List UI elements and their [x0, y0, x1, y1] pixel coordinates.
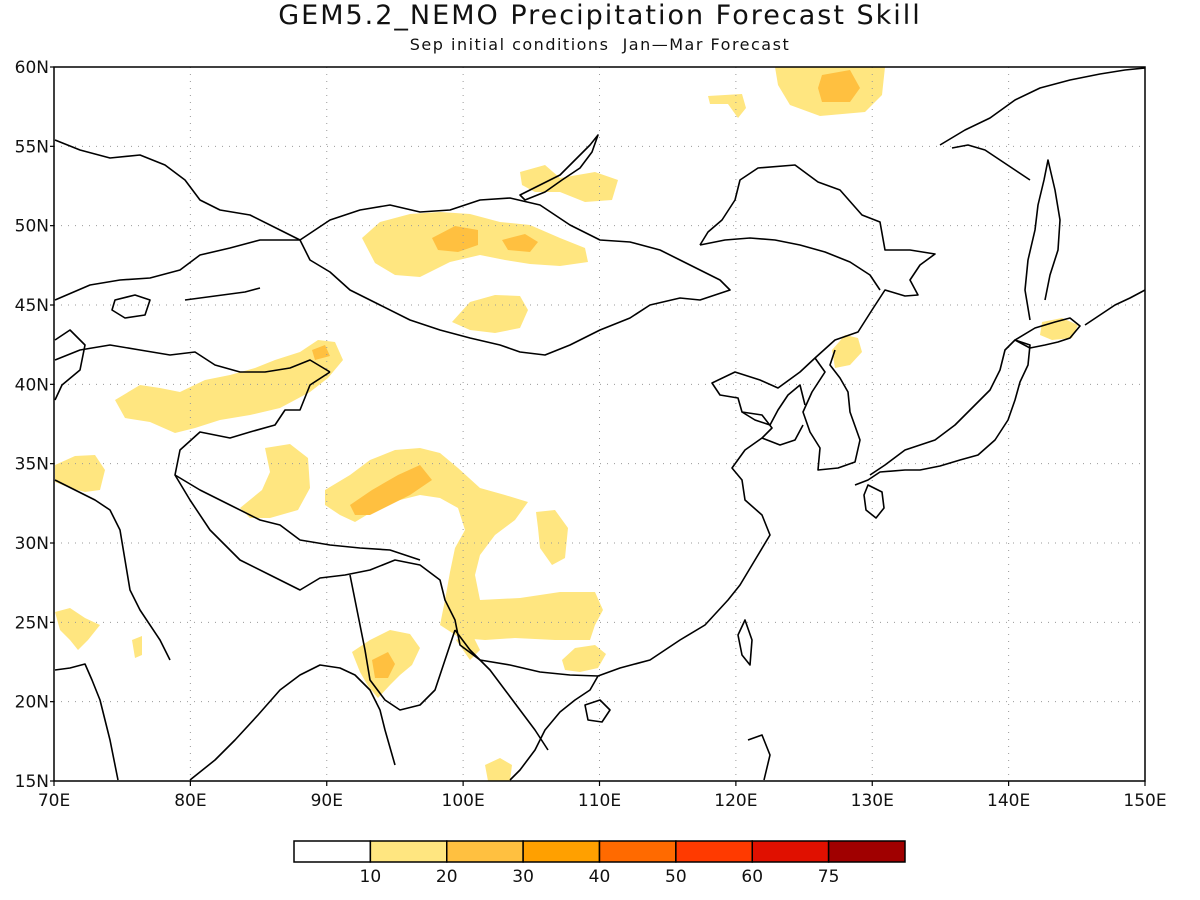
- colorbar: 10 20 30 40 50 60 75: [293, 840, 906, 887]
- coastline-japan: [854, 339, 1031, 486]
- skill-region-mongolia-west-core1: [432, 226, 478, 252]
- lon-tick-label: 120E: [714, 791, 757, 811]
- colorbar-swatch: [598, 840, 677, 863]
- colorbar-swatch: [446, 840, 524, 863]
- colorbar-label: 50: [665, 867, 687, 887]
- coastline-kamchatka-okhotsk: [939, 67, 1146, 146]
- border-russia-china-ne: [699, 237, 881, 291]
- coastline-balkhash: [184, 287, 261, 301]
- colorbar-label: 60: [741, 867, 763, 887]
- lat-tick-label: 50N: [15, 217, 49, 237]
- lat-tick-label: 15N: [15, 772, 49, 792]
- coastline-bohai: [741, 384, 806, 426]
- skill-region-mongolia-west-core2: [502, 234, 538, 252]
- colorbar-label: 30: [512, 867, 534, 887]
- coastline-aral: [111, 294, 151, 319]
- border-laos-vietnam: [454, 629, 549, 751]
- skill-region-tibet-east-core: [350, 465, 432, 515]
- border-china-west: [174, 371, 599, 677]
- lat-tick-label: 45N: [15, 296, 49, 316]
- coastline-bay-of-bengal: [189, 664, 396, 781]
- skill-region-pakistan-band: [55, 455, 105, 492]
- lon-tick-label: 80E: [174, 791, 206, 811]
- lon-tick-label: 140E: [987, 791, 1030, 811]
- border-mongolia: [299, 197, 731, 356]
- colorbar-swatch: [293, 840, 372, 863]
- skill-region-kazakh-kyrgyz-band: [115, 340, 343, 433]
- skill-region-india-west: [55, 608, 100, 650]
- lat-tick-label: 55N: [15, 137, 49, 157]
- coastline-indochina: [509, 675, 599, 781]
- coastline-taiwan: [737, 619, 753, 666]
- lon-tick-label: 110E: [578, 791, 621, 811]
- coastline-hainan: [584, 699, 611, 723]
- colorbar-swatch: [522, 840, 601, 863]
- coastline-arabian-sea: [54, 663, 119, 781]
- skill-region-stanovoy-small: [708, 94, 746, 118]
- skill-region-n-siberia-east-core: [818, 70, 860, 102]
- skill-region-myanmar-west-core: [372, 652, 395, 678]
- lon-tick-label: 150E: [1123, 791, 1166, 811]
- skill-region-guangdong: [562, 645, 606, 672]
- skill-region-yunnan-guangxi: [456, 630, 480, 660]
- coastline-kuril: [1084, 289, 1146, 326]
- skill-region-korea-north: [832, 335, 862, 368]
- lat-tick-label: 30N: [15, 534, 49, 554]
- border-russia-kazakh: [54, 239, 300, 301]
- coastline-okhotsk-west: [951, 144, 1031, 181]
- axis-tick-labels: 70E 80E 90E 100E 110E 120E 130E 140E 150E 60N 55N 5…: [15, 58, 1167, 811]
- colorbar-swatch: [751, 840, 830, 863]
- lon-tick-label: 90E: [311, 791, 343, 811]
- coastline-korea: [802, 349, 861, 471]
- colorbar-swatch: [369, 840, 448, 863]
- colorbar-label: 40: [589, 867, 611, 887]
- colorbar-label: 10: [360, 867, 382, 887]
- border-central-asia: [54, 344, 331, 373]
- lat-tick-label: 20N: [15, 693, 49, 713]
- skill-region-tianshan-core: [312, 345, 330, 360]
- lon-tick-label: 100E: [442, 791, 485, 811]
- lat-tick-label: 35N: [15, 455, 49, 475]
- coastline-yellow-sea: [761, 424, 804, 446]
- page-subtitle: Sep initial conditions Jan—Mar Forecast: [409, 35, 791, 54]
- skill-region-mongolia-south: [452, 295, 528, 333]
- lon-tick-label: 70E: [38, 791, 70, 811]
- skill-region-tibet-west: [240, 444, 310, 518]
- skill-region-baikal-small: [520, 165, 618, 202]
- coastline-east-asia: [597, 164, 936, 677]
- page-title: GEM5.2_NEMO Precipitation Forecast Skill: [278, 0, 922, 31]
- lat-tick-label: 60N: [15, 58, 49, 78]
- coastline-philippines: [747, 734, 771, 781]
- colorbar-swatch: [675, 840, 753, 863]
- border-himalaya: [174, 474, 421, 561]
- colorbar-label: 20: [436, 867, 458, 887]
- coastline-caspian-east: [54, 329, 86, 401]
- border-myanmar: [349, 574, 456, 711]
- coastline-baikal: [519, 134, 599, 201]
- coastline-hokkaido: [1014, 317, 1081, 349]
- skill-region-sichuan-east: [536, 510, 568, 565]
- colorbar-swatch: [827, 840, 906, 863]
- coastlines: [54, 67, 1146, 781]
- lon-tick-label: 130E: [851, 791, 894, 811]
- colorbar-label: 75: [818, 867, 840, 887]
- skill-region-india-west-small: [132, 636, 142, 658]
- coastline-kyushu: [863, 484, 885, 519]
- border-india-pakistan: [54, 479, 171, 661]
- coastline-siberia-north: [54, 139, 301, 241]
- coastline-sakhalin: [1024, 159, 1061, 321]
- lat-tick-label: 40N: [15, 375, 49, 395]
- skill-region-bay-of-bengal-south: [485, 758, 512, 781]
- lat-tick-label: 25N: [15, 613, 49, 633]
